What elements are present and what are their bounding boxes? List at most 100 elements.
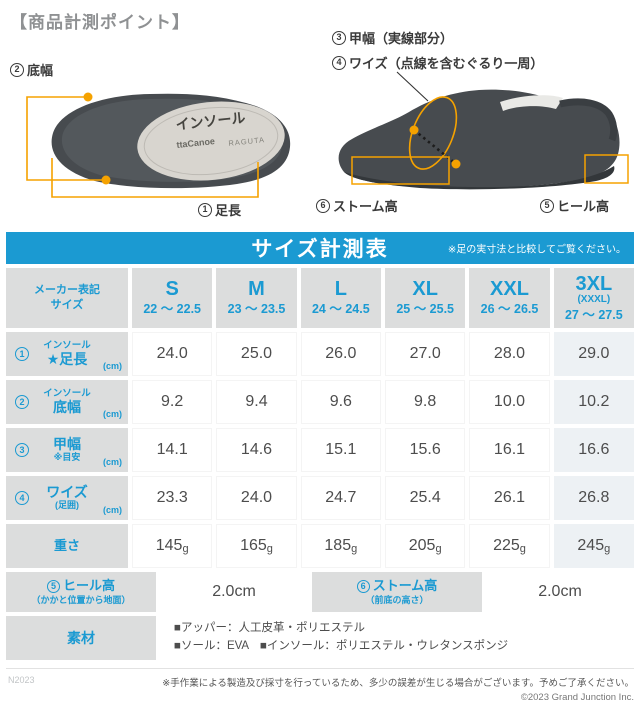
table-cell: 205 g [385, 524, 466, 568]
table-cell: 165 g [216, 524, 297, 568]
left-shoe-top-view: インソール ttaCanoe RAGUTA [26, 92, 291, 198]
heel-height-value: 2.0cm [212, 583, 256, 600]
girth-pointer-line [396, 71, 429, 102]
storm-height-value: 2.0cm [538, 583, 582, 600]
table-row-girth: 4 ワイズ (足囲) (cm) 23.3 24.0 24.7 25.4 26.1… [6, 476, 634, 520]
table-cell: 25.4 [385, 476, 466, 520]
measurement-diagram-section: インソール ttaCanoe RAGUTA 【商品計測ポイ [0, 0, 640, 232]
label-heel-height: 5 ヒール高 [540, 196, 609, 215]
heel-height-label: 5 ヒール高 （かかと位置から地面） [6, 572, 156, 612]
table-note: ※足の実寸法と比較してご覧ください。 [447, 244, 626, 256]
table-row-heights: 5 ヒール高 （かかと位置から地面） 2.0cm 6 ストーム高 （前底の高さ）… [6, 572, 634, 612]
circled-number: 2 [10, 62, 24, 77]
size-col-m: M 23 ～ 23.5 [216, 268, 297, 328]
table-row-foot-length: 1 インソール ★足長 (cm) 24.0 25.0 26.0 27.0 28.… [6, 332, 634, 376]
table-cell: 9.2 [132, 380, 213, 424]
table-cell: 16.6 [553, 428, 634, 472]
circled-number: 6 [356, 579, 370, 593]
size-col-xxl: XXL 26 ～ 26.5 [469, 268, 550, 328]
table-cell: 15.1 [300, 428, 381, 472]
material-label: 素材 [6, 616, 156, 660]
circled-number: 2 [15, 395, 29, 409]
label-sole-width: 2 底幅 [10, 60, 53, 79]
table-cell: 9.8 [385, 380, 466, 424]
table-row-instep-width: 3 甲幅 ※目安 (cm) 14.1 14.6 15.1 15.6 16.1 1… [6, 428, 634, 472]
circled-number: 5 [540, 198, 554, 213]
storm-height-label: 6 ストーム高 （前底の高さ） [312, 572, 482, 612]
table-cell: 16.1 [469, 428, 550, 472]
table-cell: 26.0 [300, 332, 381, 376]
page-title: 【商品計測ポイント】 [10, 13, 190, 32]
size-col-3xl: 3XL (XXXL) 27 ～ 27.5 [553, 268, 634, 328]
row-label: 2 インソール 底幅 (cm) [6, 380, 128, 424]
circled-number: 4 [15, 491, 29, 505]
footer-copyright: ©2023 Grand Junction Inc. [520, 692, 634, 703]
size-col-xl: XL 25 ～ 25.5 [385, 268, 466, 328]
right-shoe-side-view [338, 71, 629, 190]
table-row-weight: 重さ 145 g 165 g 185 g 205 g 225 g 245 g [6, 524, 634, 568]
circled-number: 3 [332, 30, 346, 45]
circled-number: 3 [15, 443, 29, 457]
size-col-l: L 24 ～ 24.5 [300, 268, 381, 328]
table-title: サイズ計測表 [251, 238, 389, 261]
label-foot-length: 1 足長 [198, 200, 241, 219]
table-cell: 29.0 [553, 332, 634, 376]
table-cell: 27.0 [385, 332, 466, 376]
table-cell: 28.0 [469, 332, 550, 376]
row-label: 3 甲幅 ※目安 (cm) [6, 428, 128, 472]
table-cell: 10.2 [553, 380, 634, 424]
circled-number: 5 [46, 579, 60, 593]
storm-height-measure-box [351, 156, 450, 185]
circled-number: 1 [15, 347, 29, 361]
table-cell: 225 g [469, 524, 550, 568]
size-table-section: サイズ計測表 ※足の実寸法と比較してご覧ください。 メーカー表記 サイズ S 2… [0, 232, 640, 660]
table-cell: 10.0 [469, 380, 550, 424]
row-label: 1 インソール ★足長 (cm) [6, 332, 128, 376]
table-cell: 24.0 [132, 332, 213, 376]
table-cell: 245 g [553, 524, 634, 568]
measure-dot [83, 92, 93, 102]
circled-number: 4 [332, 55, 346, 70]
table-cell: 23.3 [132, 476, 213, 520]
table-cell: 185 g [300, 524, 381, 568]
label-storm-height: 6 ストーム高 [316, 196, 398, 215]
footer: N2023 ※手作業による製造及び採寸を行っているため、多少の誤差が生じる場合が… [6, 668, 634, 703]
table-cell: 14.1 [132, 428, 213, 472]
shoe-measurement-illustration: インソール ttaCanoe RAGUTA [26, 71, 629, 198]
insole-edge-highlight [500, 95, 563, 111]
circled-number: 1 [198, 202, 212, 217]
measure-dot [101, 175, 111, 185]
size-header-row: メーカー表記 サイズ S 22 ～ 22.5 M 23 ～ 23.5 L 24 … [6, 268, 634, 328]
heel-strap [559, 98, 618, 142]
material-text: ■アッパー：人工皮革・ポリエステル ■ソール：EVA ■インソール：ポリエステル… [174, 622, 509, 652]
row-label: 重さ [6, 524, 128, 568]
table-row-sole-width: 2 インソール 底幅 (cm) 9.2 9.4 9.6 9.8 10.0 10.… [6, 380, 634, 424]
footer-code: N2023 [8, 675, 35, 685]
heel-height-measure-box [584, 154, 629, 184]
table-cell: 24.7 [300, 476, 381, 520]
table-cell: 9.6 [300, 380, 381, 424]
row-label: 4 ワイズ (足囲) (cm) [6, 476, 128, 520]
insole-print-text: インソール [175, 109, 246, 132]
brand-print-right: RAGUTA [228, 135, 265, 148]
table-title-bar: サイズ計測表 ※足の実寸法と比較してご覧ください。 [6, 232, 634, 264]
brand-print-left: ttaCanoe [176, 136, 215, 150]
maker-size-header: メーカー表記 サイズ [6, 268, 128, 328]
measure-dot [409, 125, 419, 135]
table-cell: 9.4 [216, 380, 297, 424]
label-girth: 4 ワイズ（点線を含むぐるり一周） [332, 53, 543, 72]
size-col-s: S 22 ～ 22.5 [132, 268, 213, 328]
table-cell: 145 g [132, 524, 213, 568]
table-cell: 14.6 [216, 428, 297, 472]
label-instep-width: 3 甲幅（実線部分） [332, 28, 453, 47]
table-cell: 26.1 [469, 476, 550, 520]
footer-disclaimer: ※手作業による製造及び採寸を行っているため、多少の誤差が生じる場合がございます。… [162, 678, 634, 689]
girth-measure-loop [408, 96, 458, 170]
table-cell: 26.8 [553, 476, 634, 520]
foot-length-measure-line [51, 158, 259, 198]
measure-dot [451, 159, 461, 169]
table-row-material: 素材 ■アッパー：人工皮革・ポリエステル ■ソール：EVA ■インソール：ポリエ… [6, 616, 634, 660]
sole-width-measure-line [26, 96, 106, 181]
circled-number: 6 [316, 198, 330, 213]
table-cell: 25.0 [216, 332, 297, 376]
